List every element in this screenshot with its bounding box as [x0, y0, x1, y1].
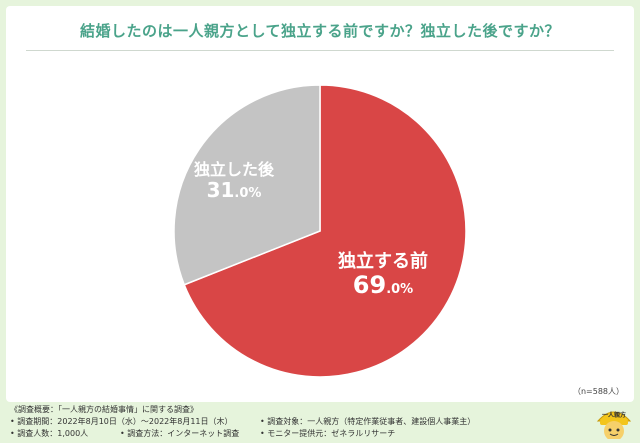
survey-provider: • モニター提供元：ゼネラルリサーチ [260, 429, 396, 438]
slice-name-after: 独立した後 [193, 160, 274, 179]
pie-slice-after [173, 84, 321, 286]
pie-chart [173, 84, 467, 378]
chart-card: 結婚したのは一人親方として独立する前ですか？独立した後ですか？ 独立した後 31… [6, 6, 634, 402]
survey-title: 《調査概要：「一人親方の結婚事情」に関する調査》 [10, 405, 198, 414]
chart-title: 結婚したのは一人親方として独立する前ですか？独立した後ですか？ [79, 22, 561, 40]
survey-summary: 《調査概要：「一人親方の結婚事情」に関する調査》 • 調査期間：2022年8月1… [10, 404, 580, 442]
mascot-icon: 一人親方 [596, 411, 632, 439]
slice-label-before: 独立する前 69.0% [328, 252, 438, 298]
slice-percent-after: 31.0% [206, 177, 262, 202]
logo-text: 一人親方 [602, 411, 626, 419]
survey-count: • 調査人数：1,000人 [10, 429, 89, 438]
sample-size: （n=588人） [572, 387, 624, 396]
slice-label-after: 独立した後 31.0% [189, 161, 279, 201]
survey-period: • 調査期間：2022年8月10日（水）〜2022年8月11日（木） [10, 417, 233, 426]
title-divider [26, 50, 614, 51]
slice-percent-before: 69.0% [352, 270, 414, 299]
survey-method: • 調査方法：インターネット調査 [120, 429, 240, 438]
pie-slice-before [183, 84, 467, 378]
survey-target: • 調査対象：一人親方（特定作業従事者、建設個人事業主） [260, 417, 476, 426]
slice-name-before: 独立する前 [338, 251, 428, 272]
